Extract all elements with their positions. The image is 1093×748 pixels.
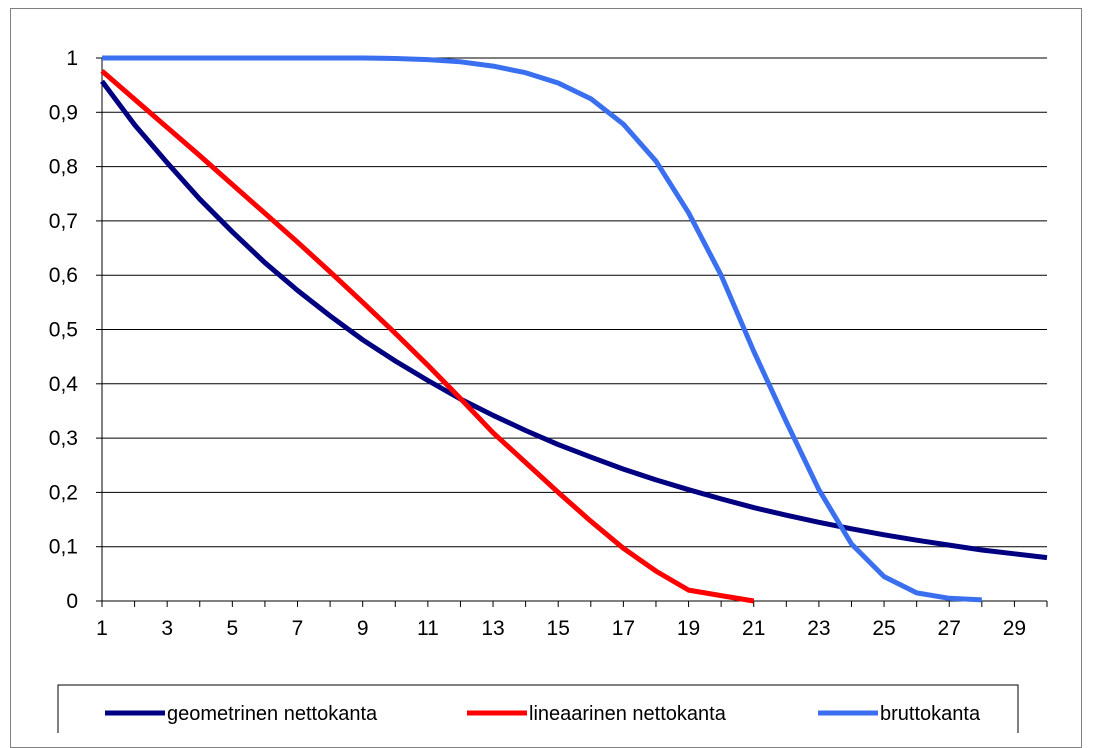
x-tick-label: 15 <box>547 617 570 640</box>
line-chart: 00,10,20,30,40,50,60,70,80,911 3 5 7 9 11 13 15… <box>49 47 1048 733</box>
x-tick-label: 13 <box>481 617 504 640</box>
y-tick-label: 0,8 <box>49 156 78 179</box>
legend: geometrinen nettokanta lineaarinen nettok… <box>57 684 1019 733</box>
y-tick-label: 0,2 <box>49 481 78 504</box>
series-line-bruttokanta <box>102 55 982 603</box>
x-tick-label: 11 <box>417 617 439 640</box>
series-line-lineaarinen-nettokanta <box>100 69 755 604</box>
legend-box <box>57 684 1019 733</box>
y-tick-label: 0,4 <box>49 373 79 396</box>
y-tick-label: 0,7 <box>49 210 78 233</box>
x-tick-label: 9 <box>357 617 369 640</box>
x-tick-label: 23 <box>807 617 830 640</box>
x-tick-label: 27 <box>938 617 961 640</box>
axes <box>96 57 1048 607</box>
tick-labels: 00,10,20,30,40,50,60,70,80,911 3 5 7 9 11 13 15… <box>49 47 1026 640</box>
y-tick-label: 0,5 <box>49 319 78 342</box>
legend-label: bruttokanta <box>880 703 981 725</box>
y-tick-label: 0,3 <box>49 427 78 450</box>
x-tick-label: 25 <box>872 617 895 640</box>
y-tick-label: 0,6 <box>49 264 78 287</box>
y-tick-label: 0,1 <box>49 536 78 559</box>
x-tick-label: 7 <box>292 617 304 640</box>
x-tick-label: 21 <box>742 617 765 640</box>
x-tick-label: 5 <box>227 617 239 640</box>
legend-label: lineaarinen nettokanta <box>529 703 727 725</box>
series-lines <box>99 55 1048 604</box>
x-tick-label: 19 <box>677 617 700 640</box>
gridlines <box>102 57 1047 548</box>
legend-label: geometrinen nettokanta <box>167 703 378 725</box>
y-tick-label: 1 <box>66 47 78 70</box>
x-tick-label: 3 <box>161 617 173 640</box>
y-tick-label: 0 <box>66 590 78 613</box>
x-tick-label: 29 <box>1003 617 1026 640</box>
chart-area <box>10 8 1082 748</box>
x-tick-label: 1 <box>96 617 108 640</box>
y-tick-label: 0,9 <box>49 101 78 124</box>
series-line-geometrinen-nettokanta <box>99 79 1048 561</box>
x-tick-label: 17 <box>612 617 635 640</box>
